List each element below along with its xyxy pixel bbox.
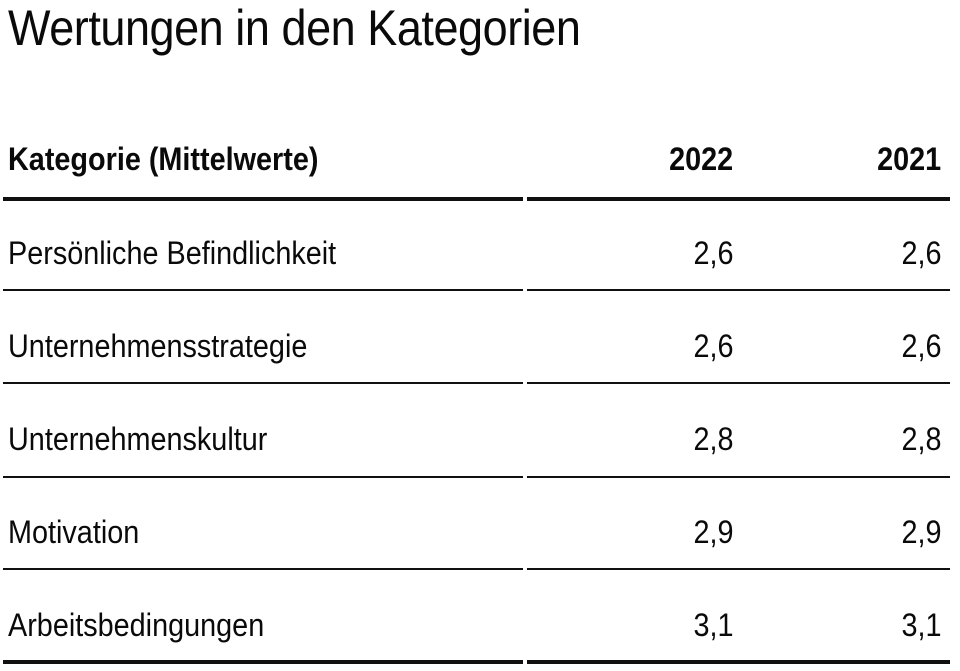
bottom-rule-right	[527, 660, 950, 664]
row-separator-right	[527, 289, 950, 291]
row-value-2022: 2,9	[692, 514, 733, 550]
table-row: Arbeitsbedingungen 3,1 3,1	[0, 606, 960, 644]
row-label: Persönliche Befindlichkeit	[8, 235, 337, 271]
row-value-2021: 2,6	[900, 235, 941, 271]
row-label: Unternehmenskultur	[8, 421, 268, 457]
row-value-2022: 3,1	[692, 607, 733, 643]
table-row: Unternehmensstrategie 2,6 2,6	[0, 327, 960, 365]
row-separator-right	[527, 568, 950, 570]
header-col-2021: 2021	[876, 141, 941, 177]
header-rule-right	[527, 197, 950, 201]
table-row: Unternehmenskultur 2,8 2,8	[0, 420, 960, 458]
row-value-2021: 2,9	[900, 514, 941, 550]
row-separator-right	[527, 382, 950, 384]
row-value-2022: 2,6	[692, 235, 733, 271]
row-separator-left	[3, 289, 523, 291]
bottom-rule-left	[3, 660, 523, 664]
row-separator-right	[527, 476, 950, 478]
row-label: Motivation	[8, 514, 140, 550]
row-value-2021: 2,6	[900, 328, 941, 364]
header-col-2022: 2022	[668, 141, 733, 177]
row-label: Arbeitsbedingungen	[8, 607, 265, 643]
header-rule-left	[3, 197, 523, 201]
table-row: Motivation 2,9 2,9	[0, 513, 960, 551]
row-value-2021: 2,8	[900, 421, 941, 457]
row-separator-left	[3, 568, 523, 570]
row-separator-left	[3, 476, 523, 478]
row-value-2022: 2,8	[692, 421, 733, 457]
row-label: Unternehmensstrategie	[8, 328, 308, 364]
page-title: Wertungen in den Kategorien	[8, 2, 644, 54]
page-title-text: Wertungen in den Kategorien	[8, 0, 581, 56]
row-value-2022: 2,6	[692, 328, 733, 364]
row-separator-left	[3, 382, 523, 384]
table-row: Persönliche Befindlichkeit 2,6 2,6	[0, 234, 960, 272]
table-header-row: Kategorie (Mittelwerte) 2022 2021	[0, 140, 960, 178]
header-category: Kategorie (Mittelwerte)	[8, 141, 319, 177]
row-value-2021: 3,1	[900, 607, 941, 643]
